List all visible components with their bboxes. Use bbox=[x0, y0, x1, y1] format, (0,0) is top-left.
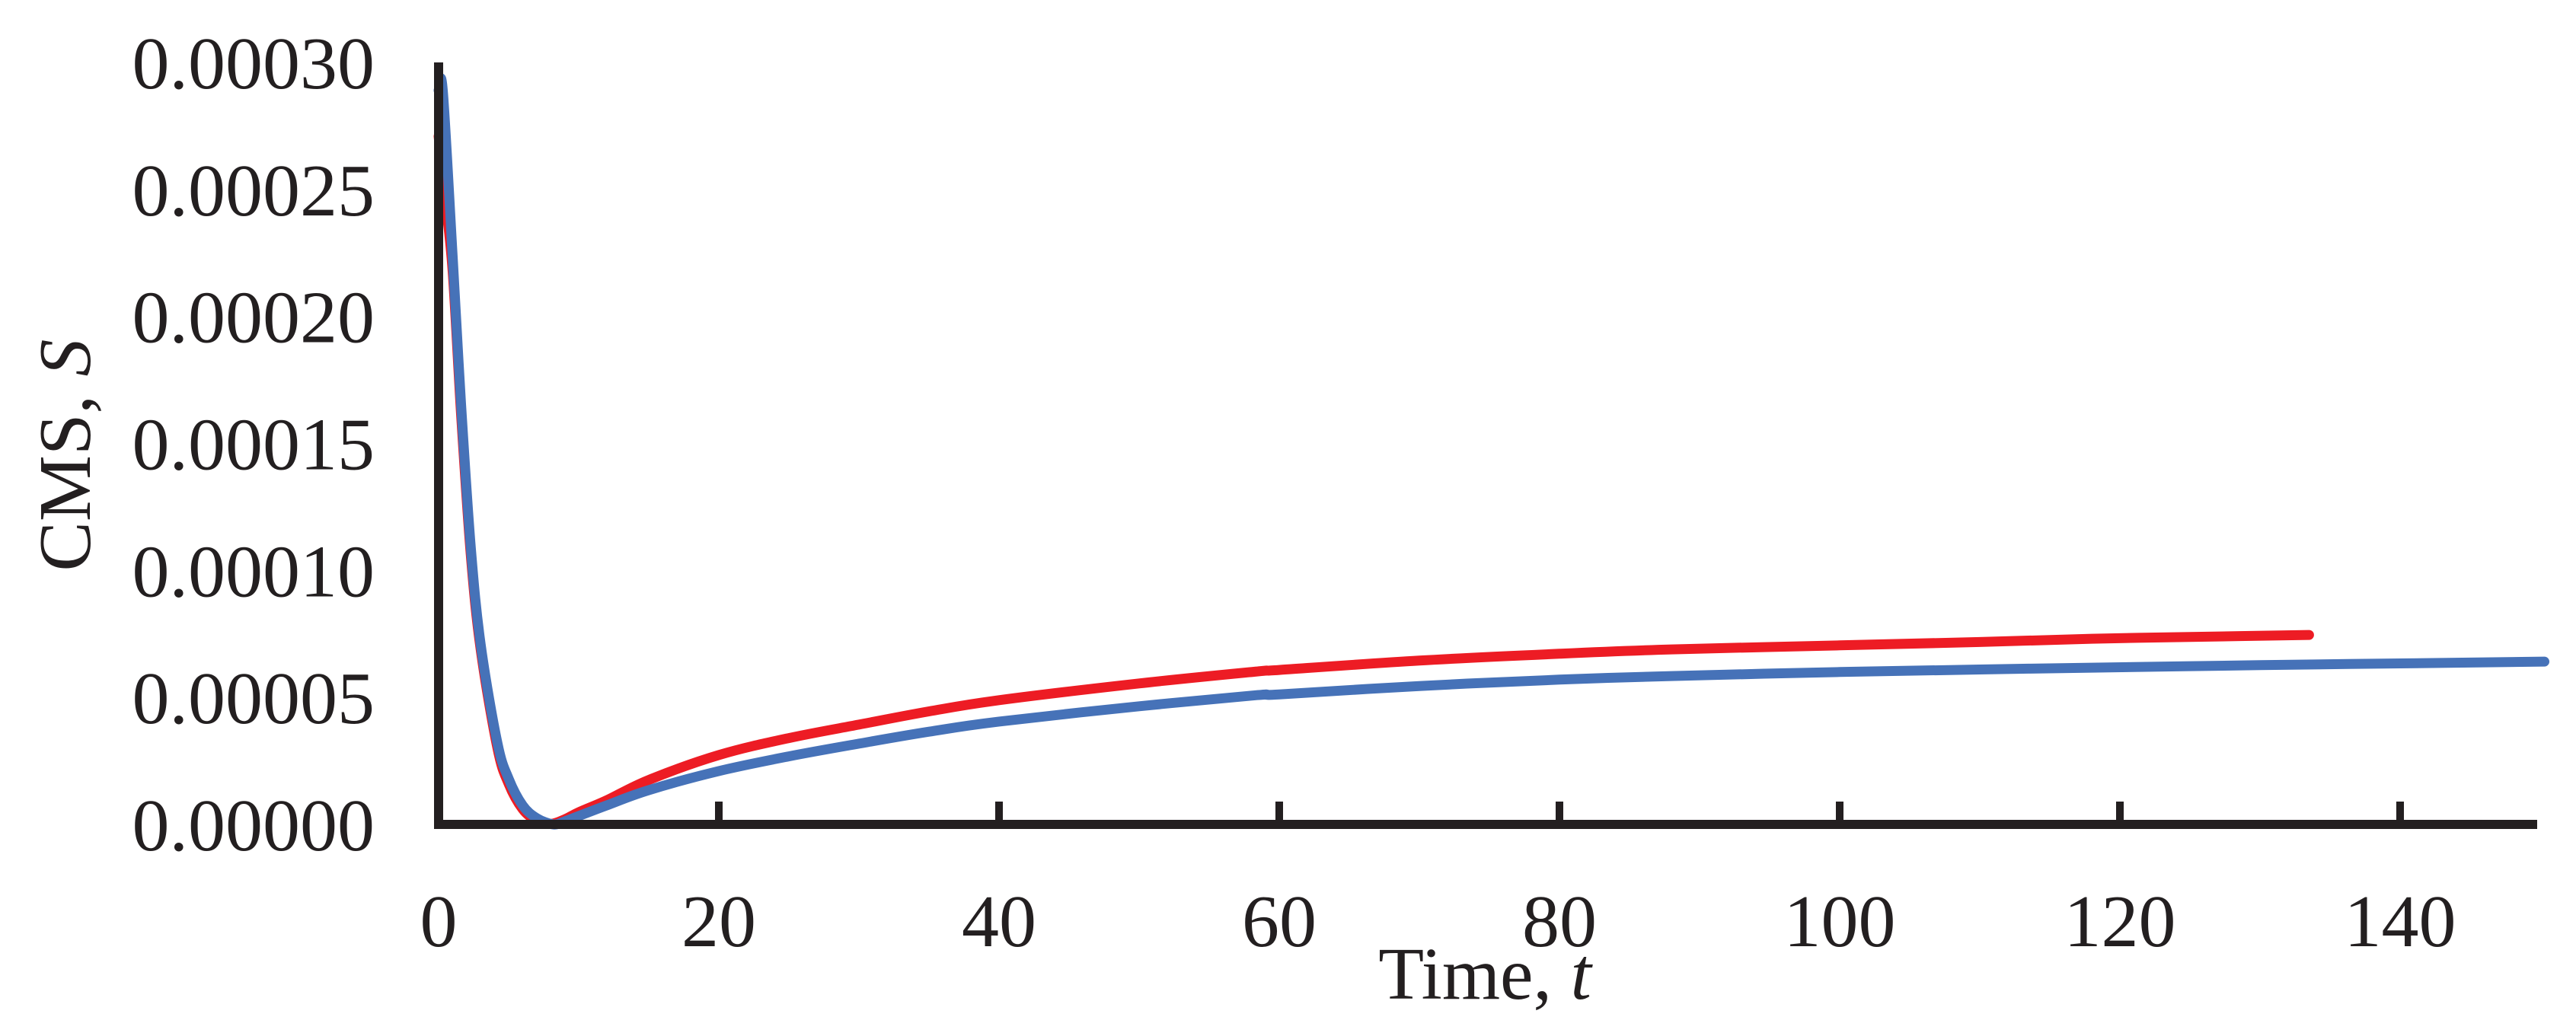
x-tick-label: 0 bbox=[420, 881, 458, 963]
series-layer bbox=[433, 73, 2549, 830]
y-tick-label: 0.00025 bbox=[132, 150, 375, 232]
x-tick-label: 140 bbox=[2345, 881, 2456, 963]
x-axis-title-text: Time, bbox=[1378, 933, 1570, 1015]
x-tick-label: 40 bbox=[962, 881, 1036, 963]
x-tick-label: 120 bbox=[2064, 881, 2176, 963]
y-tick-label: 0.00030 bbox=[132, 23, 375, 105]
y-ticks: 0.00000 0.00005 0.00010 0.00015 0.00020 0.000… bbox=[132, 23, 375, 867]
x-axis-title-variable: t bbox=[1571, 933, 1594, 1015]
y-tick-label: 0.00010 bbox=[132, 531, 375, 613]
y-axis-title-text: CMS, bbox=[24, 376, 107, 571]
y-tick-label: 0.00020 bbox=[132, 277, 375, 359]
x-tick-label: 20 bbox=[682, 881, 756, 963]
red-series-line bbox=[433, 131, 2314, 829]
x-tick-label: 100 bbox=[1784, 881, 1896, 963]
x-tick-label: 60 bbox=[1242, 881, 1317, 963]
blue-series-line bbox=[433, 73, 2549, 830]
x-axis-title: Time, t bbox=[1378, 933, 1593, 1015]
y-tick-label: 0.00015 bbox=[132, 404, 375, 486]
y-tick-label: 0.00005 bbox=[132, 658, 375, 740]
y-axis-title: CMS, S bbox=[24, 339, 107, 571]
axes: 0 20 40 60 80 100 120 140 0.00000 0.00005 0.00010… bbox=[132, 23, 2537, 963]
y-axis-title-variable: S bbox=[24, 339, 107, 376]
y-tick-label: 0.00000 bbox=[132, 785, 375, 867]
x-tick-label: 80 bbox=[1522, 881, 1597, 963]
x-ticks: 0 20 40 60 80 100 120 140 bbox=[420, 802, 2456, 963]
